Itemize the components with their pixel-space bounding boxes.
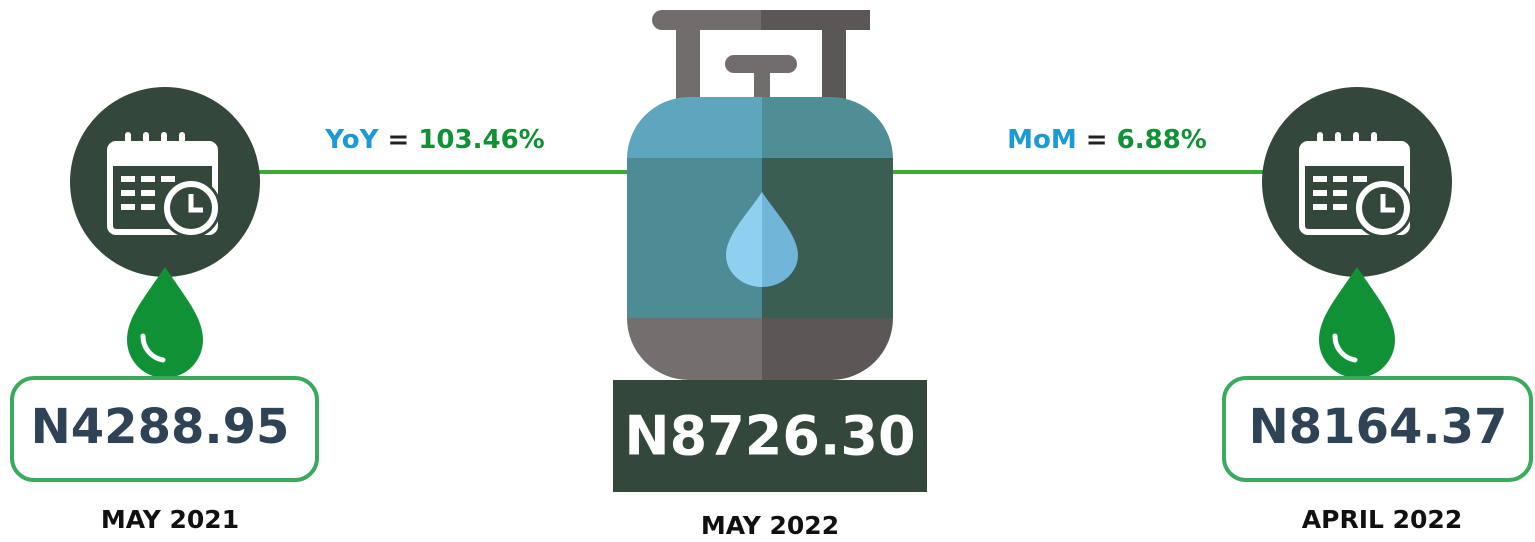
gas-cylinder [627, 10, 893, 380]
drop-icon [1319, 267, 1395, 378]
price: N8726.30 [624, 405, 915, 468]
calendar-icon [1262, 87, 1452, 277]
price-box [10, 376, 319, 482]
drop-icon [127, 267, 203, 378]
calendar-icon [70, 87, 260, 277]
yoy: YoY = 103.46% [324, 125, 544, 155]
price-box [1222, 376, 1533, 482]
mom: MoM = 6.88% [1007, 125, 1207, 155]
price: N4288.95 [31, 399, 290, 455]
date: APRIL 2022 [1302, 505, 1462, 534]
price: N8164.37 [1249, 399, 1508, 455]
date: MAY 2022 [701, 511, 839, 540]
date: MAY 2021 [101, 505, 239, 534]
price-box [613, 380, 927, 492]
